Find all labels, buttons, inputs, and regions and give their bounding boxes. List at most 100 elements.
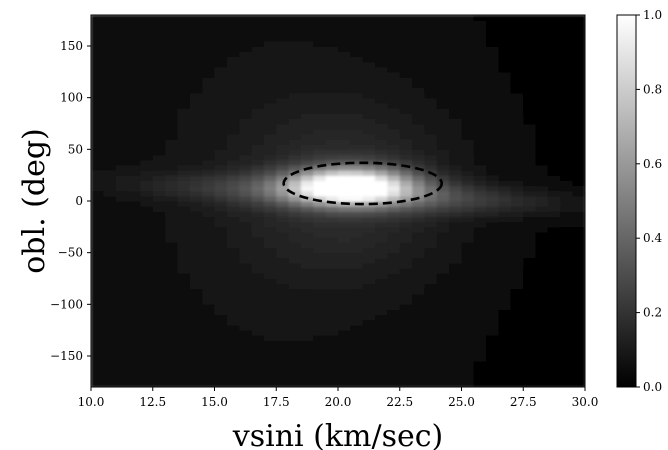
heatmap-cell [140,180,154,187]
heatmap-cell [350,82,364,88]
heatmap-cell [338,283,351,290]
heatmap-cell [461,56,475,63]
heatmap-cell [239,46,253,52]
heatmap-cell [313,46,327,52]
heatmap-cell [436,361,450,367]
heatmap-cell [226,61,240,68]
heatmap-cell [165,252,179,259]
heatmap-cell [523,102,537,109]
heatmap-cell [300,144,314,150]
heatmap-cell [523,170,537,176]
heatmap-cell [375,206,388,212]
heatmap-cell [535,180,549,187]
heatmap-cell [140,273,154,280]
heatmap-cell [189,25,203,32]
heatmap-cell [177,87,191,94]
heatmap-cell [214,71,228,78]
heatmap-cell [412,283,426,290]
heatmap-cell [276,46,290,52]
heatmap-cell [140,294,154,300]
heatmap-cell [510,299,524,305]
heatmap-cell [362,30,376,37]
heatmap-cell [362,247,376,254]
heatmap-cell [547,102,561,109]
heatmap-cell [214,170,228,176]
heatmap-cell [263,170,277,176]
heatmap-cell [461,350,475,357]
colorbar: 0.00.20.40.60.81.0 [616,8,662,394]
heatmap-cell [436,97,450,104]
heatmap-cell [424,185,438,192]
heatmap-cell [424,304,438,311]
heatmap-cell [288,159,302,166]
heatmap-cell [226,288,240,295]
heatmap-cell [288,376,302,383]
heatmap-cell [288,149,302,156]
heatmap-cell [103,350,117,357]
heatmap-cell [91,361,104,367]
heatmap-cell [498,211,512,218]
heatmap-cell [226,226,240,233]
heatmap-cell [424,108,438,114]
heatmap-cell [510,340,524,347]
heatmap-cell [350,144,364,150]
heatmap-cell [350,299,364,305]
heatmap-cell [350,25,364,32]
heatmap-cell [461,159,475,166]
heatmap-cell [535,304,549,311]
heatmap-cell [375,164,388,171]
heatmap-cell [547,294,561,300]
heatmap-cell [91,299,104,305]
heatmap-cell [288,211,302,218]
heatmap-cell [449,330,463,336]
heatmap-cell [436,149,450,156]
heatmap-cell [214,309,228,316]
heatmap-cell [338,268,351,274]
heatmap-cell [325,144,339,150]
heatmap-cell [202,20,216,26]
heatmap-cell [535,144,549,150]
heatmap-cell [572,61,585,68]
heatmap-cell [362,242,376,249]
heatmap-cell [152,40,166,47]
heatmap-cell [461,252,475,259]
heatmap-cell [473,356,487,362]
heatmap-cell [399,376,413,383]
heatmap-cell [387,345,401,352]
heatmap-cell [523,273,537,280]
heatmap-cell [461,283,475,290]
heatmap-cell [486,40,500,47]
heatmap-cell [140,314,154,321]
heatmap-cell [547,309,561,316]
heatmap-cell [276,278,290,285]
heatmap-cell [177,381,191,387]
heatmap-cell [510,268,524,274]
heatmap-cell [103,149,117,156]
heatmap-cell [387,376,401,383]
heatmap-cell [362,108,376,114]
heatmap-cell [177,123,191,130]
heatmap-cell [226,201,240,207]
heatmap-cell [412,20,426,26]
heatmap-cell [362,356,376,362]
heatmap-cell [152,268,166,274]
heatmap-cell [498,25,512,32]
heatmap-cell [288,299,302,305]
heatmap-cell [288,237,302,243]
heatmap-cell [202,51,216,57]
heatmap-cell [152,154,166,161]
heatmap-cell [214,61,228,68]
heatmap-cell [189,221,203,228]
heatmap-cell [461,154,475,161]
heatmap-cell [115,113,129,119]
heatmap-cell [449,102,463,109]
heatmap-cell [288,356,302,362]
heatmap-cell [177,133,191,140]
heatmap-cell [436,345,450,352]
heatmap-cell [251,206,265,212]
heatmap-cell [338,325,351,331]
heatmap-cell [226,97,240,104]
heatmap-cell [313,118,327,125]
heatmap-cell [152,356,166,362]
heatmap-cell [387,288,401,295]
